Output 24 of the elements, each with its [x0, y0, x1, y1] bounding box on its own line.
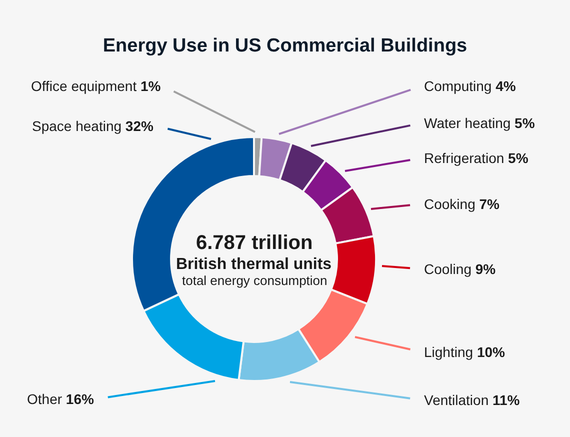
slice-label: Space heating [32, 118, 122, 134]
text: total energy consumption [182, 273, 328, 288]
data-label: 16% [66, 391, 94, 407]
data-label: 11% [492, 392, 520, 408]
slice-label: Water heating [424, 115, 511, 131]
data-label: 5% [508, 150, 529, 166]
slice-label: Lighting [424, 344, 474, 360]
data-label: 1% [140, 78, 162, 94]
data-label: 32% [125, 118, 154, 134]
slice-label: Refrigeration [424, 150, 504, 166]
slice-label: Computing [424, 78, 492, 94]
slice-label: Cooling [424, 261, 472, 277]
text: British thermal units [176, 256, 332, 273]
data-label: 5% [514, 115, 536, 131]
slice-label: Other [27, 391, 62, 407]
data-label: 4% [496, 78, 516, 94]
data-label: 10% [476, 344, 506, 360]
data-label: 7% [479, 196, 500, 212]
slice-label: Office equipment [31, 78, 137, 94]
text: 6.787 trillion [196, 232, 313, 254]
data-label: 9% [475, 261, 496, 277]
slice-label: Cooking [424, 196, 476, 212]
slice-label: Ventilation [424, 392, 489, 408]
chart-title: Energy Use in US Commercial Buildings [102, 36, 468, 57]
